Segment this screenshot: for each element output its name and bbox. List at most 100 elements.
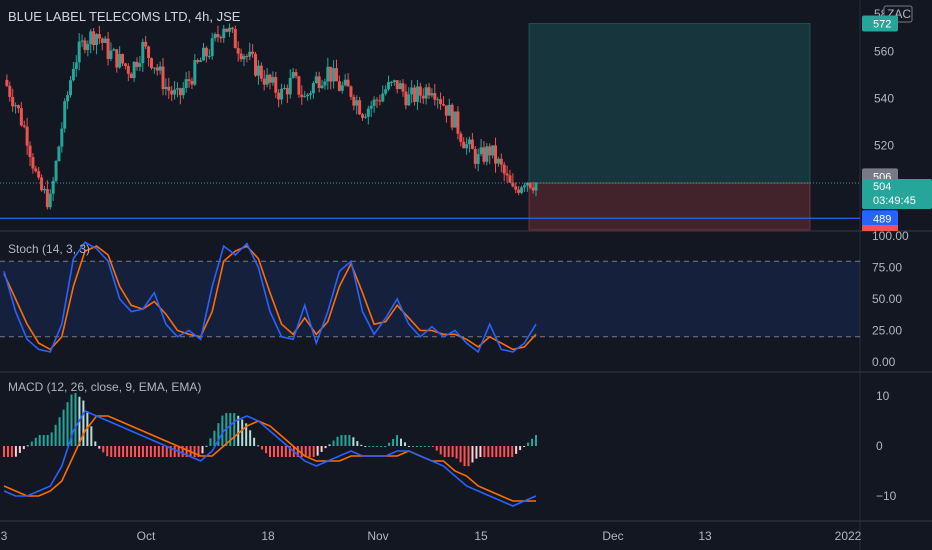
candle-body[interactable]: [297, 76, 301, 95]
candle-body[interactable]: [256, 65, 260, 76]
candle-body[interactable]: [28, 145, 32, 158]
candle-body[interactable]: [470, 139, 474, 150]
candle-body[interactable]: [534, 182, 538, 191]
candle-body[interactable]: [77, 41, 81, 63]
candle-body[interactable]: [112, 49, 116, 51]
candle-body[interactable]: [132, 61, 136, 79]
candle-body[interactable]: [488, 146, 492, 156]
candle-body[interactable]: [196, 60, 200, 62]
candle-body[interactable]: [144, 41, 148, 47]
candle-body[interactable]: [167, 86, 171, 91]
candle-body[interactable]: [25, 126, 29, 146]
candle-body[interactable]: [60, 128, 64, 147]
candle-body[interactable]: [502, 164, 506, 174]
candle-body[interactable]: [173, 89, 177, 95]
candle-body[interactable]: [259, 65, 263, 79]
candle-body[interactable]: [175, 88, 179, 90]
candle-body[interactable]: [456, 111, 460, 134]
candle-body[interactable]: [413, 87, 417, 102]
candle-body[interactable]: [147, 46, 151, 59]
candle-body[interactable]: [525, 182, 529, 186]
candle-body[interactable]: [378, 100, 382, 102]
candle-body[interactable]: [178, 88, 182, 96]
candle-body[interactable]: [45, 189, 49, 208]
candle-body[interactable]: [103, 38, 107, 43]
candle-body[interactable]: [161, 66, 165, 89]
candle-body[interactable]: [109, 50, 113, 59]
candle-body[interactable]: [343, 79, 347, 86]
candle-body[interactable]: [106, 38, 110, 59]
candle-body[interactable]: [86, 44, 90, 50]
candle-body[interactable]: [508, 175, 512, 183]
candle-body[interactable]: [63, 101, 67, 129]
candle-body[interactable]: [337, 81, 341, 91]
candle-body[interactable]: [476, 154, 480, 164]
candle-body[interactable]: [37, 171, 41, 178]
candle-body[interactable]: [444, 105, 448, 116]
candle-body[interactable]: [436, 99, 440, 101]
candle-body[interactable]: [468, 139, 471, 145]
candle-body[interactable]: [54, 161, 58, 181]
candle-body[interactable]: [228, 27, 232, 32]
macd-line[interactable]: [3, 409, 537, 507]
candle-body[interactable]: [528, 182, 532, 188]
candle-body[interactable]: [274, 77, 278, 93]
loss-zone[interactable]: [528, 182, 811, 231]
candle-body[interactable]: [308, 93, 312, 95]
candle-body[interactable]: [282, 88, 286, 90]
candle-body[interactable]: [277, 92, 281, 100]
candle-body[interactable]: [95, 34, 99, 46]
candle-body[interactable]: [505, 173, 509, 176]
candle-body[interactable]: [74, 62, 78, 69]
candle-body[interactable]: [89, 31, 93, 45]
candle-body[interactable]: [14, 105, 18, 107]
price-pane[interactable]: [0, 23, 860, 219]
candle-body[interactable]: [372, 99, 376, 106]
candle-body[interactable]: [358, 100, 362, 115]
candle-body[interactable]: [71, 68, 75, 81]
candle-body[interactable]: [233, 29, 237, 49]
candle-body[interactable]: [387, 82, 391, 90]
candle-body[interactable]: [314, 76, 318, 84]
candle-body[interactable]: [389, 82, 393, 84]
candle-body[interactable]: [398, 83, 402, 90]
candle-body[interactable]: [418, 86, 422, 96]
candle-body[interactable]: [268, 74, 272, 83]
candle-body[interactable]: [306, 94, 310, 97]
candle-body[interactable]: [514, 186, 518, 190]
stoch-k-line[interactable]: [3, 241, 537, 354]
candle-body[interactable]: [366, 108, 370, 117]
candle-body[interactable]: [187, 79, 191, 81]
candle-body[interactable]: [19, 108, 23, 126]
candle-body[interactable]: [216, 34, 220, 37]
candle-body[interactable]: [450, 104, 454, 128]
candle-body[interactable]: [285, 88, 289, 95]
candle-body[interactable]: [459, 133, 463, 142]
candle-body[interactable]: [202, 47, 205, 61]
candle-body[interactable]: [479, 147, 483, 155]
candle-body[interactable]: [499, 158, 503, 165]
candle-body[interactable]: [69, 80, 72, 96]
candle-body[interactable]: [190, 80, 194, 85]
candle-body[interactable]: [439, 99, 443, 105]
candle-body[interactable]: [138, 63, 142, 67]
candle-body[interactable]: [40, 177, 44, 191]
candle-body[interactable]: [265, 74, 269, 85]
candle-body[interactable]: [100, 38, 104, 43]
candle-body[interactable]: [294, 72, 298, 77]
candle-body[interactable]: [207, 56, 211, 58]
candle-body[interactable]: [115, 49, 119, 68]
candle-body[interactable]: [531, 187, 535, 191]
candle-body[interactable]: [300, 94, 304, 98]
candle-body[interactable]: [199, 60, 203, 62]
candle-body[interactable]: [170, 90, 174, 95]
candle-body[interactable]: [126, 65, 130, 74]
candle-body[interactable]: [522, 185, 526, 188]
candle-body[interactable]: [22, 125, 26, 127]
candle-body[interactable]: [16, 105, 20, 109]
candle-body[interactable]: [363, 116, 367, 118]
candle-body[interactable]: [213, 34, 217, 39]
candle-body[interactable]: [462, 141, 466, 149]
candle-body[interactable]: [517, 189, 521, 193]
